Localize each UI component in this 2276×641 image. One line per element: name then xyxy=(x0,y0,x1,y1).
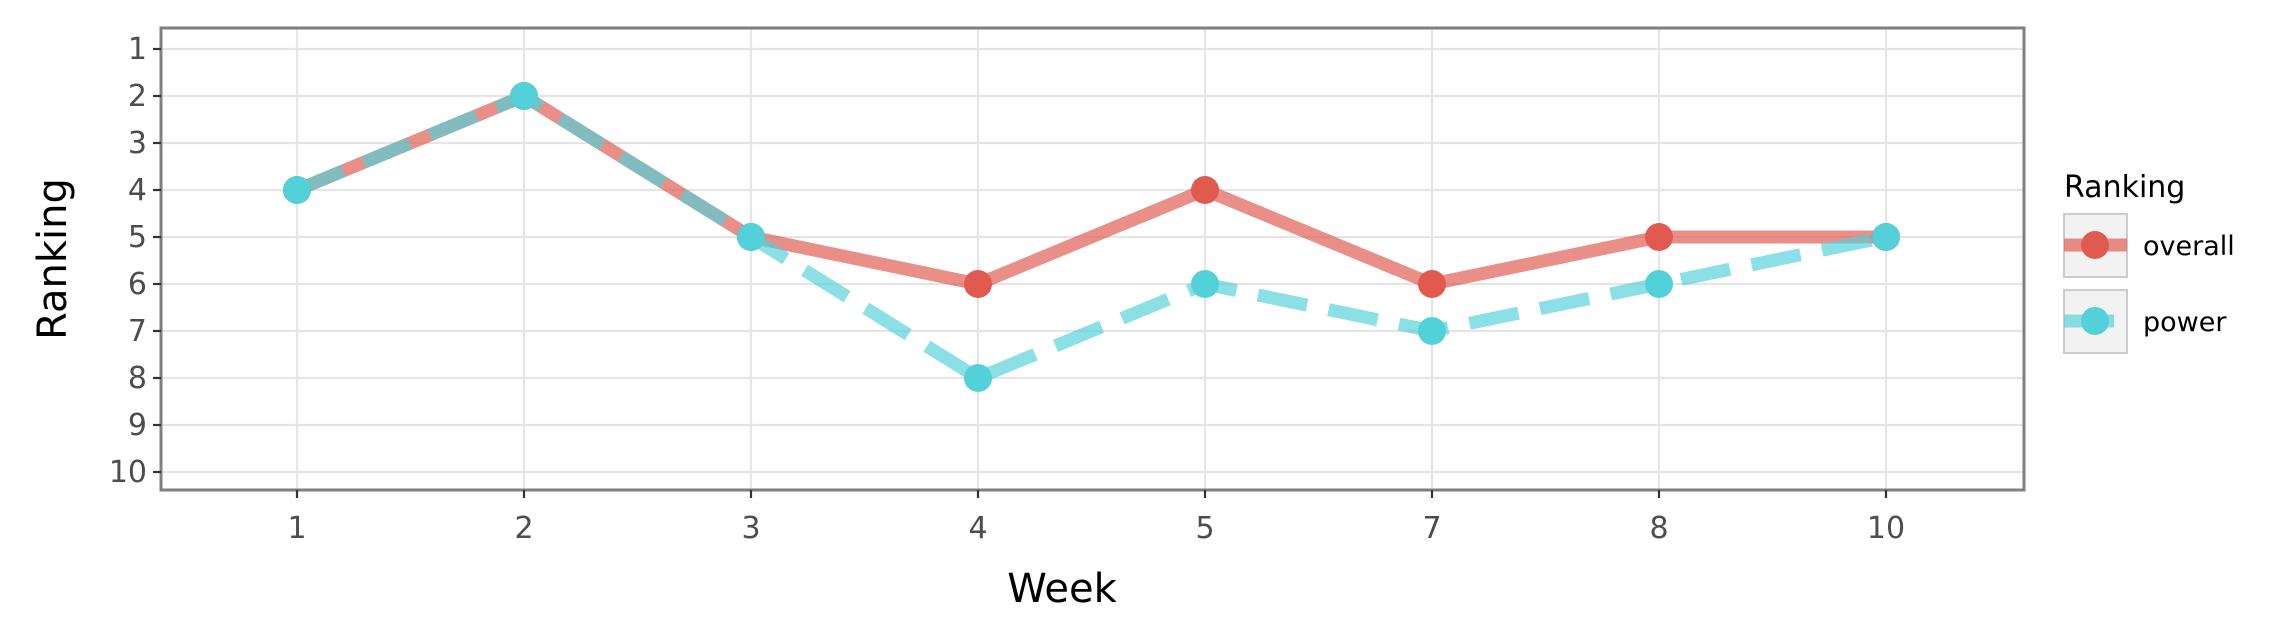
data-point-power xyxy=(1645,270,1673,298)
data-point-power xyxy=(737,223,765,251)
y-tick-label: 5 xyxy=(128,220,147,255)
data-point-overall xyxy=(1645,223,1673,251)
data-point-power xyxy=(1191,270,1219,298)
x-tick-label: 1 xyxy=(287,511,306,546)
data-point-power xyxy=(1418,317,1446,345)
x-axis-ticks: 1 2 3 4 5 7 8 10 xyxy=(287,490,1905,546)
data-point-overall xyxy=(964,270,992,298)
x-tick-label: 7 xyxy=(1422,511,1441,546)
x-tick-label: 4 xyxy=(968,511,987,546)
data-point-power xyxy=(510,82,538,110)
x-tick-label: 10 xyxy=(1867,511,1905,546)
x-tick-label: 8 xyxy=(1649,511,1668,546)
panel-background xyxy=(161,28,2024,490)
y-axis-ticks: 1 2 3 4 5 6 7 8 9 10 xyxy=(109,32,161,490)
legend-label: power xyxy=(2143,307,2227,338)
series-points xyxy=(283,82,1900,392)
legend-key-point xyxy=(2081,307,2109,335)
data-point-power xyxy=(283,176,311,204)
y-tick-label: 10 xyxy=(109,455,147,490)
series-lines xyxy=(294,89,1888,385)
x-tick-label: 2 xyxy=(514,511,533,546)
x-axis-title: Week xyxy=(1007,566,1117,612)
x-tick-label: 3 xyxy=(741,511,760,546)
legend: Ranking overall power xyxy=(2063,170,2235,354)
y-tick-label: 3 xyxy=(128,126,147,161)
y-tick-label: 4 xyxy=(128,173,147,208)
data-point-overall xyxy=(1191,176,1219,204)
legend-key-point xyxy=(2081,231,2109,259)
legend-item-power: power xyxy=(2063,289,2227,354)
y-tick-label: 8 xyxy=(128,361,147,396)
y-tick-label: 7 xyxy=(128,314,147,349)
y-tick-label: 1 xyxy=(128,32,147,67)
data-point-overall xyxy=(1418,270,1446,298)
y-axis-title: Ranking xyxy=(30,178,76,340)
y-tick-label: 6 xyxy=(128,267,147,302)
y-tick-label: 2 xyxy=(128,79,147,114)
legend-item-overall: overall xyxy=(2063,213,2235,278)
legend-label: overall xyxy=(2143,231,2235,262)
series-line-power xyxy=(294,89,1888,385)
legend-items: overall power xyxy=(2063,213,2235,354)
y-tick-label: 9 xyxy=(128,408,147,443)
data-point-power xyxy=(1872,223,1900,251)
data-point-power xyxy=(964,364,992,392)
x-tick-label: 5 xyxy=(1195,511,1214,546)
panel-border xyxy=(159,26,2026,492)
legend-title: Ranking xyxy=(2064,170,2185,205)
